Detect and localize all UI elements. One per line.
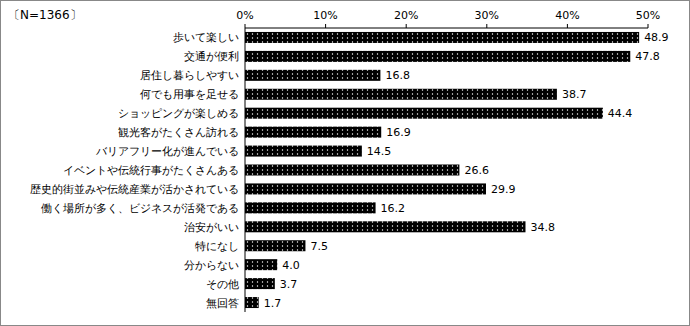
x-tick-label: 30% (475, 9, 499, 22)
bar (245, 165, 459, 176)
category-label: 歩いて楽しい (173, 31, 239, 44)
data-label: 7.5 (310, 240, 328, 253)
x-tick-label: 40% (555, 9, 579, 22)
category-label: 特になし (195, 240, 239, 253)
data-label: 1.7 (264, 297, 282, 310)
bars (245, 32, 639, 308)
bar (245, 202, 376, 213)
data-label: 3.7 (280, 278, 298, 291)
chart: 〔N=1366〕 0% 10% 20% 30% 40% 50% 歩いて楽しい 48.9 交通が便利… (0, 0, 690, 326)
bar (245, 70, 380, 81)
bar (245, 108, 603, 119)
category-label: イベントや伝統行事がたくさんある (63, 164, 239, 177)
data-label: 44.4 (608, 107, 633, 120)
x-tick-label: 0% (236, 9, 253, 22)
x-tick-label: 50% (636, 9, 660, 22)
bar (245, 278, 275, 289)
data-label: 29.9 (491, 183, 516, 196)
bar (245, 127, 381, 138)
x-axis: 0% 10% 20% 30% 40% 50% (236, 9, 660, 28)
category-label: 観光客がたくさん訪れる (118, 126, 239, 139)
x-tick (648, 24, 649, 28)
category-label: バリアフリー化が進んでいる (95, 145, 239, 158)
category-label: 交通が便利 (184, 50, 239, 63)
data-label: 14.5 (367, 145, 392, 158)
bar (245, 89, 557, 100)
data-label: 26.6 (464, 164, 489, 177)
x-tick (567, 24, 568, 28)
x-tick-label: 20% (394, 9, 418, 22)
bar (245, 240, 305, 251)
data-label: 16.8 (385, 69, 410, 82)
x-tick (245, 24, 246, 28)
x-tick (486, 24, 487, 28)
category-label: ショッピングが楽しめる (118, 107, 239, 120)
bar (245, 297, 259, 308)
labels: 歩いて楽しい 48.9 交通が便利 47.8 居住し暮らしやすい 16.8 何でも用事を足せ… (30, 31, 669, 309)
x-tick (406, 24, 407, 28)
bar (245, 183, 486, 194)
category-label: 無回答 (206, 297, 239, 310)
data-label: 16.2 (381, 202, 406, 215)
x-tick-label: 10% (313, 9, 337, 22)
data-label: 16.9 (386, 126, 411, 139)
category-label: 何でも用事を足せる (140, 88, 239, 101)
category-label: 居住し暮らしやすい (140, 69, 239, 82)
bar (245, 221, 525, 232)
frame (1, 1, 690, 326)
bar (245, 51, 630, 62)
subtitle: 〔N=1366〕 (8, 8, 82, 22)
bar (245, 32, 639, 43)
data-label: 48.9 (644, 31, 669, 44)
category-label: 治安がいい (184, 221, 239, 234)
data-label: 4.0 (282, 259, 300, 272)
bar (245, 259, 277, 270)
x-axis-line (245, 28, 648, 29)
x-tick (325, 24, 326, 28)
bar (245, 146, 362, 157)
category-label: 分からない (184, 259, 239, 272)
data-label: 47.8 (635, 50, 660, 63)
data-label: 38.7 (562, 88, 587, 101)
data-label: 34.8 (530, 221, 555, 234)
category-label: 働く場所が多く、ビジネスが活発である (41, 202, 239, 215)
category-label: その他 (206, 278, 239, 291)
category-label: 歴史的街並みや伝統産業が活かされている (30, 183, 239, 196)
